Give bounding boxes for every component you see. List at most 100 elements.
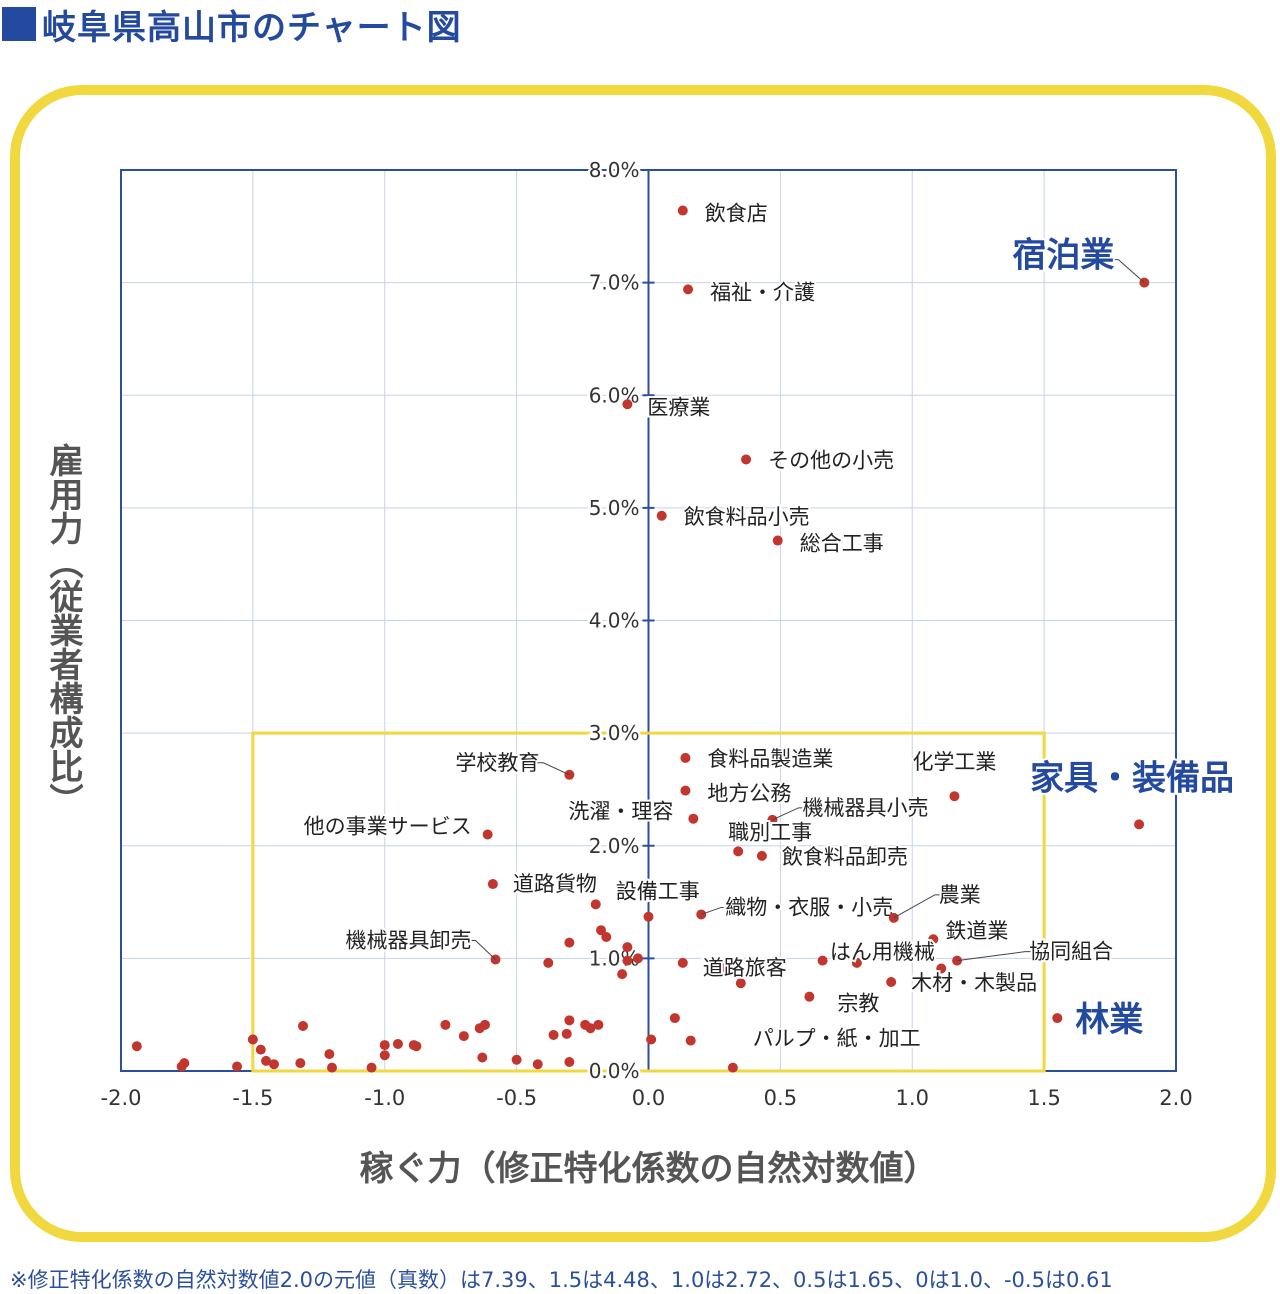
data-point <box>756 850 767 861</box>
data-point <box>247 1034 258 1045</box>
data-point <box>596 925 607 936</box>
x-tick-label: 0.5 <box>764 1086 797 1110</box>
chart-frame <box>10 85 1276 1242</box>
y-tick-label: 4.0% <box>589 609 640 633</box>
point-label: 道路貨物 <box>513 872 597 896</box>
data-point <box>928 934 939 945</box>
data-point <box>804 991 815 1002</box>
x-tick-label: 0.0 <box>632 1086 665 1110</box>
data-point <box>324 1049 335 1060</box>
point-label: 総合工事 <box>800 532 884 556</box>
data-point <box>851 957 862 968</box>
point-label: 職別工事 <box>728 820 812 844</box>
data-point <box>727 1062 738 1073</box>
point-label: 食料品製造業 <box>707 747 833 771</box>
data-point <box>379 1040 390 1051</box>
data-point <box>548 1029 559 1040</box>
data-point <box>949 791 960 802</box>
data-point <box>392 1038 403 1049</box>
y-tick-label: 3.0% <box>589 721 640 745</box>
point-label: 林業 <box>1075 1000 1143 1040</box>
y-tick-label: 1.0% <box>589 946 640 970</box>
x-tick-label: -0.5 <box>496 1086 537 1110</box>
data-point <box>564 1015 575 1026</box>
footnote: ※修正特化係数の自然対数値2.0の元値（真数）は7.39、1.5は4.48、1.… <box>10 1268 1113 1292</box>
data-point <box>688 813 699 824</box>
data-point <box>411 1041 422 1052</box>
data-point <box>886 977 897 988</box>
data-point <box>564 1056 575 1067</box>
data-point <box>295 1058 306 1069</box>
data-point <box>1052 1013 1063 1024</box>
data-point <box>458 1031 469 1042</box>
data-point <box>622 942 633 953</box>
data-point <box>261 1055 272 1066</box>
point-label: 農業 <box>939 883 981 907</box>
title-text: 岐阜県高山市のチャート図 <box>42 7 462 48</box>
data-point <box>479 1019 490 1030</box>
data-point <box>1134 819 1145 830</box>
point-label: 飲食料品卸売 <box>782 845 908 869</box>
leader-line <box>463 940 496 960</box>
leader-line <box>1106 259 1145 283</box>
y-tick-label: 7.0% <box>589 271 640 295</box>
point-label: 学校教育 <box>455 751 539 775</box>
data-point <box>601 931 612 942</box>
point-label: 宿泊業 <box>1012 236 1114 276</box>
data-point <box>622 399 633 410</box>
highlight-box <box>251 731 1046 1073</box>
point-label: 設備工事 <box>616 879 700 903</box>
point-label: 宗教 <box>837 992 879 1016</box>
point-label: 洗濯・理容 <box>568 800 673 824</box>
point-label: 織物・衣服・小売 <box>725 895 893 919</box>
leader-line <box>701 906 734 915</box>
x-tick-label: 1.5 <box>1027 1086 1060 1110</box>
x-tick-label: -1.0 <box>364 1086 405 1110</box>
x-tick-label: 2.0 <box>1159 1086 1192 1110</box>
data-point <box>817 955 828 966</box>
data-point <box>440 1019 451 1030</box>
y-axis-title: 雇用力（従業者構成比） <box>43 442 84 817</box>
point-label: 道路旅客 <box>703 956 787 980</box>
data-point <box>232 1061 243 1072</box>
data-point <box>379 1050 390 1061</box>
point-label: 医療業 <box>647 395 710 419</box>
data-point <box>268 1059 279 1070</box>
leader-line <box>772 807 811 821</box>
x-axis-title: 稼ぐ力（修正特化係数の自然対数値） <box>360 1149 938 1189</box>
data-point <box>131 1041 142 1052</box>
data-point <box>683 284 694 295</box>
point-label: 飲食料品小売 <box>684 505 810 529</box>
point-label: 家具・装備品 <box>1030 758 1234 798</box>
data-point <box>482 829 493 840</box>
data-point <box>255 1044 266 1055</box>
y-tick-label: 2.0% <box>589 834 640 858</box>
data-point <box>717 962 728 973</box>
data-point <box>772 535 783 546</box>
data-point <box>561 1028 572 1039</box>
point-label: 機械器具小売 <box>802 796 928 820</box>
data-point <box>677 205 688 216</box>
data-point <box>680 785 691 796</box>
point-label: 化学工業 <box>912 750 996 774</box>
title-marker-icon <box>2 7 36 41</box>
point-label: はん用機械 <box>830 940 935 964</box>
leader-line <box>893 894 947 919</box>
point-label: 木材・木製品 <box>911 971 1037 995</box>
y-tick-label: 8.0% <box>589 158 640 182</box>
point-label: 地方公務 <box>707 782 791 806</box>
data-point <box>590 899 601 910</box>
y-tick-label: 0.0% <box>589 1059 640 1083</box>
data-point <box>564 937 575 948</box>
x-tick-label: 1.0 <box>896 1086 929 1110</box>
point-label: 鉄道業 <box>945 919 1008 943</box>
y-tick-label: 5.0% <box>589 496 640 520</box>
data-point <box>179 1058 190 1069</box>
data-point <box>297 1020 308 1031</box>
data-point <box>632 953 643 964</box>
point-label: パルプ・紙・加工 <box>753 1027 921 1051</box>
point-label: 飲食店 <box>705 202 768 226</box>
data-point <box>936 963 947 974</box>
data-point <box>477 1052 488 1063</box>
